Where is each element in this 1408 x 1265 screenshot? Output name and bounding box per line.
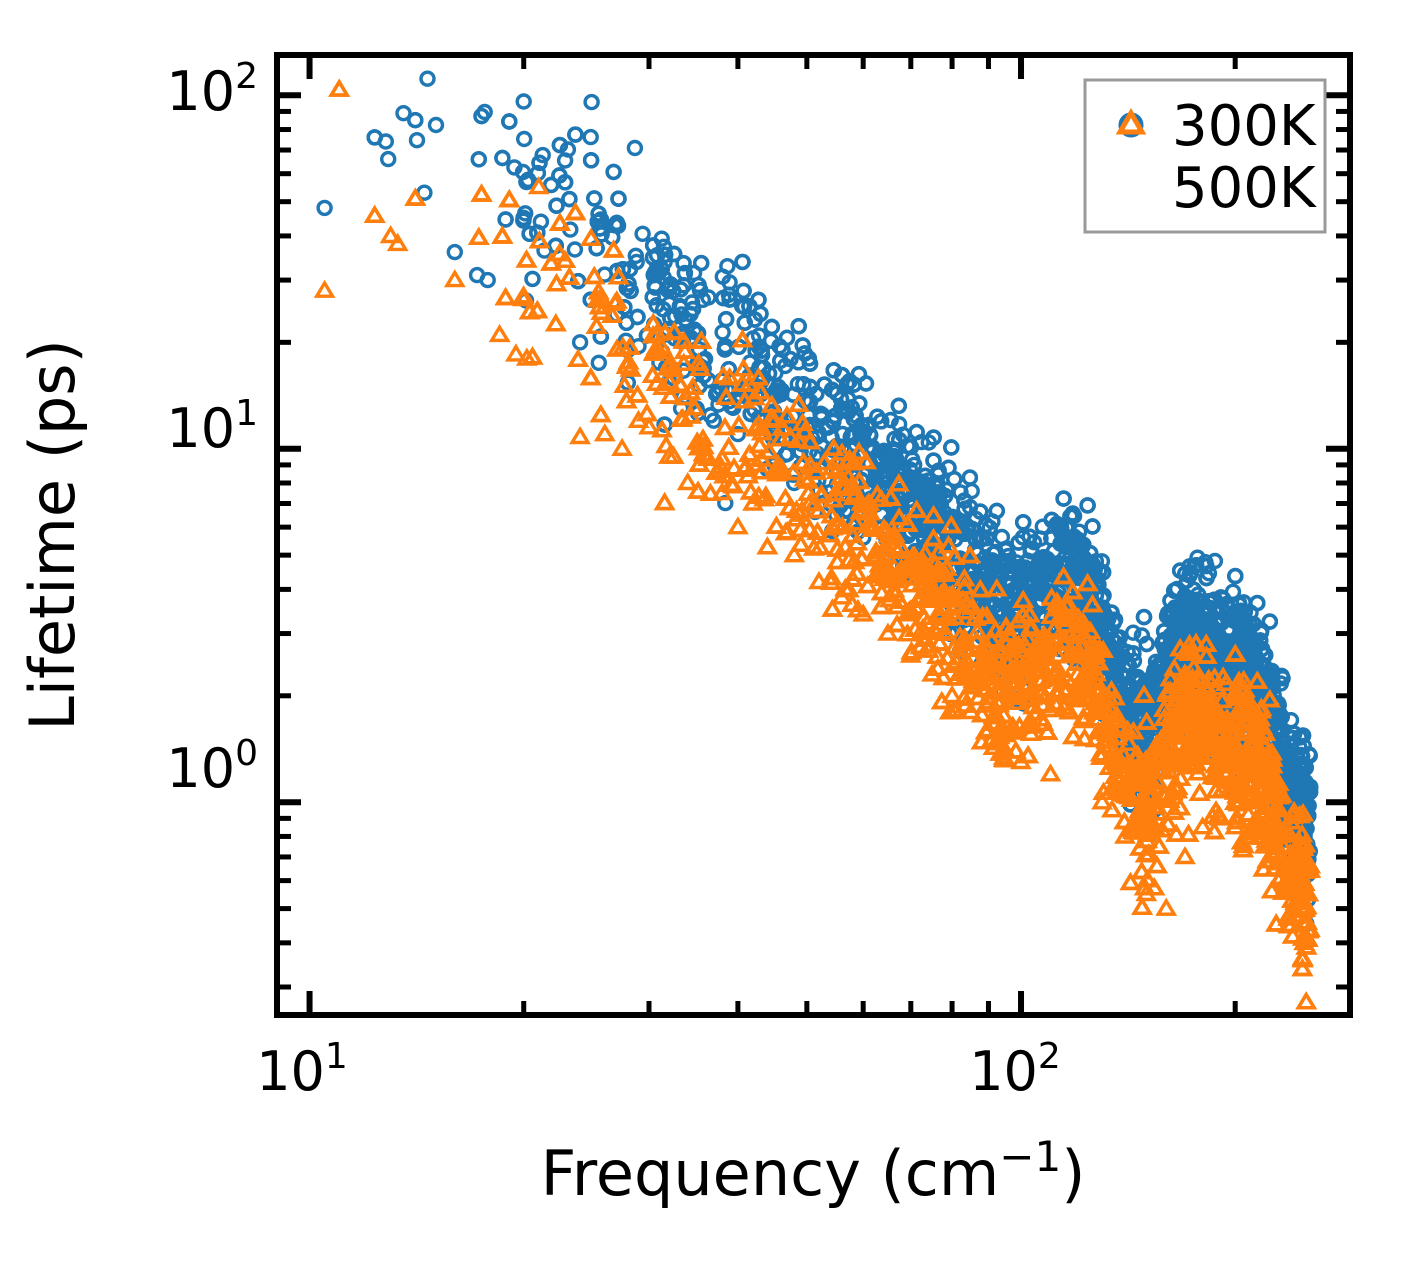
y-tick-label-2: 102: [166, 56, 258, 123]
x-axis-label: Frequency (cm−1): [541, 1132, 1086, 1210]
axes-frame: [274, 52, 1353, 1018]
x-axis-ticks: [306, 55, 1238, 1015]
legend-label-0: 300K: [1172, 94, 1317, 159]
y-tick-label-1: 101: [166, 393, 258, 460]
legend-background: [1083, 78, 1327, 234]
legend-marker-triangle-icon: [1115, 108, 1147, 135]
legend-label-1: 500K: [1172, 156, 1317, 221]
y-axis-ticks: [277, 92, 1350, 990]
series-500K-points: [313, 78, 1321, 1010]
x-tick-label-0: 101: [256, 1036, 348, 1103]
y-tick-label-0: 100: [166, 733, 258, 800]
x-tick-label-1: 102: [969, 1036, 1061, 1103]
legend: 300K 500K: [1083, 78, 1327, 234]
y-axis-label: Lifetime (ps): [16, 339, 89, 731]
